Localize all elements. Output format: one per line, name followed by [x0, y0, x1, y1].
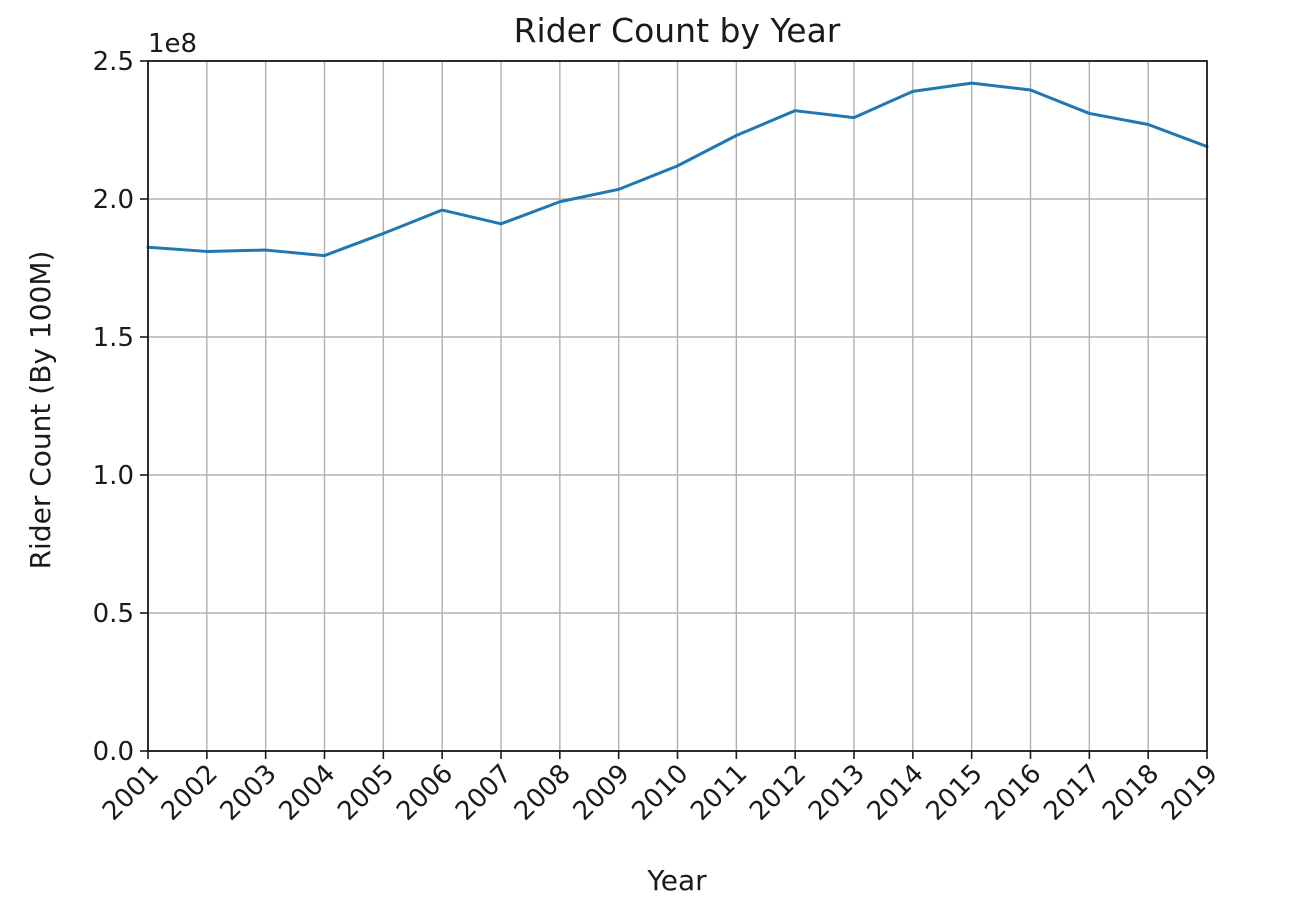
x-tick-label: 2001 [97, 759, 165, 827]
x-tick-label: 2009 [568, 759, 636, 827]
x-tick-label: 2004 [273, 759, 341, 827]
series-layer [146, 81, 1209, 258]
x-tick-label: 2018 [1097, 759, 1165, 827]
x-tick-label: 2007 [450, 759, 518, 827]
x-tick-label: 2017 [1038, 759, 1106, 827]
plot-frame [147, 60, 1208, 752]
x-tick-label: 2010 [626, 759, 694, 827]
ticks: 2001200220032004200520062007200820092010… [93, 47, 1224, 827]
y-tick-label: 0.5 [93, 599, 134, 629]
x-tick-label: 2002 [156, 759, 224, 827]
x-tick-label: 2005 [332, 759, 400, 827]
x-tick-label: 2006 [391, 759, 459, 827]
x-tick-label: 2019 [1156, 759, 1224, 827]
x-tick-label: 2008 [509, 759, 577, 827]
x-tick-label: 2016 [979, 759, 1047, 827]
chart-title: Rider Count by Year [514, 11, 841, 50]
y-tick-label: 0.0 [93, 737, 134, 767]
x-tick-label: 2012 [744, 759, 812, 827]
rider-count-series-line [146, 81, 1209, 258]
y-tick-label: 1.0 [93, 461, 134, 491]
y-tick-label: 2.0 [93, 185, 134, 215]
x-tick-label: 2013 [803, 759, 871, 827]
x-tick-label: 2014 [862, 759, 930, 827]
y-axis-label: Rider Count (By 100M) [24, 251, 57, 570]
x-tick-label: 2003 [215, 759, 283, 827]
y-tick-label: 2.5 [93, 47, 134, 77]
y-tick-label: 1.5 [93, 323, 134, 353]
y-axis-offset-label: 1e8 [148, 29, 197, 59]
x-axis-label: Year [646, 864, 707, 897]
x-tick-label: 2011 [685, 759, 753, 827]
x-tick-label: 2015 [921, 759, 989, 827]
